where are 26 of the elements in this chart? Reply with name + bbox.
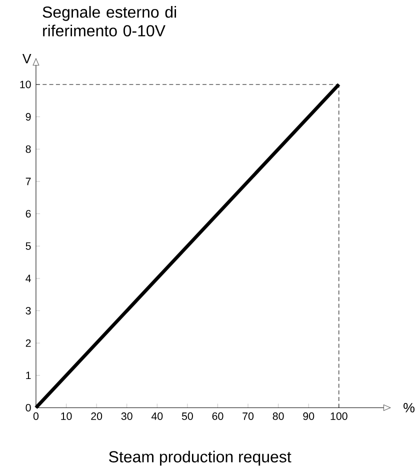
x-tick-label: 30 — [121, 412, 132, 420]
y-tick-label: 3 — [26, 306, 31, 315]
y-tick-label: 7 — [26, 178, 31, 186]
y-tick-label: 0 — [26, 404, 31, 412]
x-tick-label: 90 — [302, 412, 314, 420]
x-tick-label: 100 — [330, 412, 348, 420]
x-tick-label: 40 — [151, 412, 162, 420]
x-tick-label: 50 — [182, 412, 193, 420]
x-tick-label: 0 — [33, 412, 38, 420]
y-tick-label: 6 — [26, 210, 31, 218]
x-tick-label: 80 — [272, 412, 284, 420]
x-tick-label: 10 — [60, 412, 72, 420]
x-tick-label: 70 — [242, 412, 254, 420]
y-tick-label: 5 — [26, 242, 31, 250]
y-tick-label: 4 — [25, 274, 31, 282]
y-tick-label: 2 — [26, 339, 31, 347]
x-tick-label: 60 — [212, 412, 224, 420]
y-tick-label: 1 — [26, 372, 31, 380]
y-axis-title: V — [22, 54, 32, 64]
x-axis-title: % — [403, 403, 414, 412]
x-tick-label: 20 — [90, 412, 102, 420]
chart-title: Segnale esterno di riferimento 0-10V — [42, 6, 176, 36]
y-tick-label: 9 — [26, 113, 31, 121]
y-tick-label: 10 — [20, 80, 31, 88]
text: Steam production request — [108, 450, 292, 466]
y-tick-label: 8 — [26, 145, 31, 153]
